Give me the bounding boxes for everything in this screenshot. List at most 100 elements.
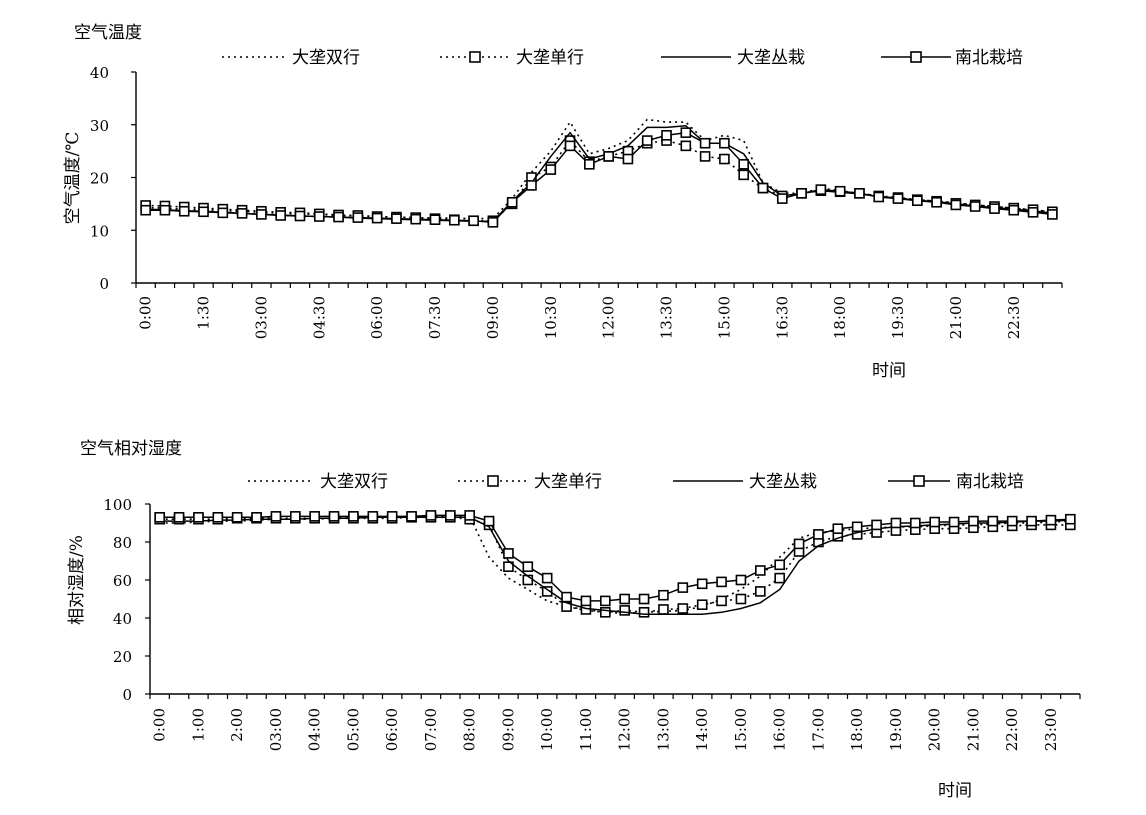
data-point [483,515,495,527]
axes: 0 20 40 60 80 100 0:00 1:00 2:00 03:00 04:00 05:00 0… [103,496,1081,751]
data-point [198,206,209,218]
series-line [145,125,1053,223]
data-point [851,521,863,533]
x-tick-label: 07:00 [422,708,440,751]
data-point [1047,209,1058,220]
data-point [696,578,708,590]
plot-area [154,510,1076,618]
data-point [641,135,653,146]
legend-item: 大垄丛栽 [673,472,817,492]
x-tick-label: 16:00 [771,708,789,751]
data-point [774,572,785,584]
data-point [367,511,379,522]
data-point [193,511,204,523]
data-point [313,211,325,222]
data-point [309,511,320,522]
x-tick-label: 1:00 [189,708,207,742]
axes: 0 10 20 30 40 0:00 1:30 03:00 04:30 06:00 07:30 09:… [90,64,1063,339]
legend: 大垄双行 大垄单行 大垄丛栽 南北栽培 [222,48,1023,68]
data-point [638,593,650,605]
data-point [680,140,692,152]
x-tick-label: 22:00 [1003,708,1021,751]
series-2 [154,511,1076,618]
data-point [464,510,475,521]
data-point [541,572,553,584]
x-tick-label: 18:00 [848,708,866,751]
legend-item: 南北栽培 [881,48,1023,68]
x-tick-label: 10:00 [538,708,556,751]
data-point [658,604,669,615]
legend-item: 南北栽培 [888,472,1024,492]
legend-label: 大垄丛栽 [749,472,817,492]
y-tick-label: 80 [113,534,132,552]
data-point [603,151,614,162]
data-point [564,140,576,152]
x-tick-label: 21:00 [964,708,982,751]
chart-title: 空气相对湿度 [80,439,182,459]
x-tick-label: 19:30 [889,296,907,339]
data-point [912,195,923,207]
x-tick-label: 11:00 [577,708,595,751]
data-point [503,548,514,559]
x-tick-label: 2:00 [228,708,246,742]
data-point [371,212,383,224]
legend-label: 大垄双行 [320,472,388,492]
data-point [661,130,672,141]
data-point [1006,515,1018,527]
data-point [929,516,940,528]
x-tick-label: 0:00 [137,296,155,330]
legend-label: 大垄单行 [516,48,584,68]
data-point [969,201,981,212]
data-point [251,511,262,523]
data-point [1065,513,1076,525]
data-point [873,191,885,203]
x-tick-label: 12:00 [616,708,634,751]
data-point [638,606,650,618]
data-point [561,591,572,603]
data-point [580,595,592,607]
data-point [619,605,630,616]
x-tick-label: 03:00 [267,708,285,751]
data-point [735,574,747,586]
series-4 [140,127,1058,228]
data-point [445,510,456,521]
data-point [774,559,785,571]
y-tick-label: 100 [103,496,132,514]
y-tick-label: 40 [90,64,109,82]
legend-marker [910,51,922,63]
legend-item: 大垄单行 [440,48,584,68]
data-point [658,589,669,601]
data-point [948,516,960,528]
data-point [716,576,727,588]
x-tick-label: 22:30 [1005,296,1023,339]
data-point [968,515,979,527]
chart-title: 空气温度 [74,23,142,43]
data-point [217,207,229,219]
data-point [738,159,749,170]
data-point [406,511,417,522]
legend-label: 南北栽培 [956,472,1024,492]
x-tick-label: 23:00 [1042,708,1060,751]
data-point [890,517,902,529]
x-tick-label: 20:00 [926,708,944,751]
data-point [600,595,611,607]
legend-item: 大垄双行 [248,472,388,492]
data-point [275,210,286,221]
data-point [348,511,359,522]
data-point [1026,515,1037,527]
legend-label: 大垄丛栽 [737,48,805,68]
data-point [584,159,595,170]
data-point [333,211,344,223]
legend-item: 大垄单行 [458,472,602,492]
data-point [699,151,711,162]
y-tick-label: 10 [90,222,109,240]
data-point [159,204,171,216]
x-tick-label: 04:30 [310,296,328,339]
x-tick-label: 0:00 [151,708,169,742]
data-point [600,606,611,618]
data-point [677,582,689,593]
data-point [910,517,921,529]
series-3 [145,125,1053,223]
data-point [290,511,301,522]
